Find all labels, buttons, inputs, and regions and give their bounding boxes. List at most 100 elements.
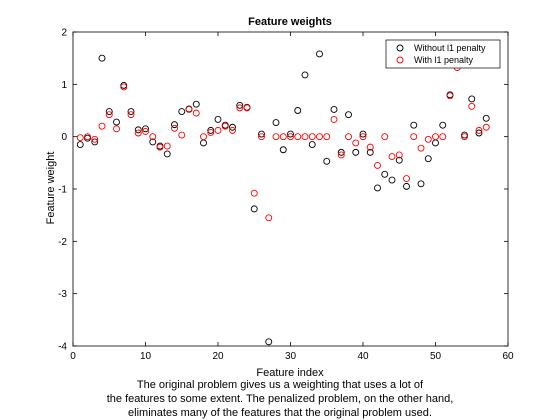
data-point <box>149 133 157 141</box>
data-point <box>105 111 113 119</box>
x-tick-label: 30 <box>285 351 297 362</box>
data-point <box>229 126 236 134</box>
y-tick-label: -1 <box>58 185 67 196</box>
data-point <box>446 92 454 100</box>
data-point <box>279 146 287 154</box>
data-point <box>468 102 476 110</box>
data-point <box>316 133 323 141</box>
data-point <box>345 133 352 141</box>
x-tick-label: 0 <box>70 351 76 362</box>
data-point <box>258 133 265 141</box>
data-point <box>330 106 338 113</box>
data-point <box>142 125 149 133</box>
data-point <box>120 83 128 91</box>
data-point <box>113 118 120 126</box>
legend-marker <box>396 56 404 64</box>
y-tick-label: 1 <box>61 80 67 91</box>
data-point <box>439 133 447 141</box>
data-point <box>301 133 309 141</box>
data-point <box>192 109 200 117</box>
data-point <box>461 133 468 141</box>
data-point <box>127 111 135 119</box>
data-point <box>91 135 99 143</box>
data-point <box>84 133 91 141</box>
data-point <box>308 141 316 148</box>
data-point <box>214 126 222 134</box>
data-point <box>185 106 193 113</box>
data-point <box>482 123 490 131</box>
x-axis-label: Feature index <box>256 367 324 378</box>
data-point <box>410 133 418 141</box>
data-point <box>76 141 84 148</box>
data-point <box>359 130 367 138</box>
data-point <box>214 115 222 123</box>
data-point <box>287 133 294 141</box>
data-point <box>475 126 483 134</box>
data-point <box>432 133 439 141</box>
data-point <box>229 123 236 131</box>
data-point <box>142 127 149 135</box>
data-point <box>388 176 396 184</box>
data-point <box>243 104 251 112</box>
x-tick-label: 50 <box>430 351 442 362</box>
legend-box <box>385 39 501 69</box>
x-tick-label: 60 <box>502 351 514 362</box>
feature-weights-chart: Feature weights 0 10 20 30 40 50 60 -4 -3 -2 -1 0 1 2… <box>45 16 514 378</box>
data-point <box>323 133 331 141</box>
data-point <box>308 133 316 141</box>
data-point <box>91 138 99 146</box>
data-point <box>279 133 287 141</box>
data-point <box>301 71 309 79</box>
data-point <box>178 108 186 115</box>
data-point <box>192 100 200 108</box>
data-point <box>200 133 207 141</box>
y-axis-label: Feature weight <box>45 152 57 225</box>
data-point <box>395 156 403 164</box>
data-point <box>424 135 432 143</box>
data-point <box>149 138 157 146</box>
data-point <box>468 95 476 103</box>
legend-entry: Without l1 penalty <box>414 43 486 53</box>
data-point <box>366 143 374 151</box>
data-point <box>156 143 164 151</box>
data-point <box>272 119 280 126</box>
legend-marker <box>396 44 404 52</box>
data-point <box>403 182 410 190</box>
caption-line: eliminates many of the features that the… <box>128 407 432 419</box>
data-point <box>403 175 410 182</box>
data-point <box>221 122 229 130</box>
data-point <box>113 125 120 133</box>
data-point <box>250 205 258 213</box>
data-point <box>359 133 367 141</box>
data-point <box>417 144 425 152</box>
x-tick-label: 20 <box>212 351 224 362</box>
data-point <box>424 155 432 163</box>
data-point <box>352 139 360 147</box>
data-point <box>316 50 323 58</box>
data-point <box>265 214 273 222</box>
data-point <box>294 107 302 114</box>
y-tick-label: -4 <box>58 342 67 353</box>
axis-ticks: 0 10 20 30 40 50 60 -4 -3 -2 -1 0 1 2 <box>58 28 514 363</box>
data-point <box>200 139 207 147</box>
data-point <box>163 142 171 150</box>
data-point <box>207 129 215 136</box>
x-tick-label: 40 <box>357 351 369 362</box>
legend: Without l1 penalty With l1 penalty <box>385 39 501 69</box>
y-tick-label: -3 <box>58 289 67 300</box>
data-point <box>432 139 439 147</box>
data-point <box>207 126 215 134</box>
y-tick-label: -2 <box>58 237 67 248</box>
data-point <box>76 134 84 142</box>
data-point <box>388 153 396 161</box>
data-point <box>337 148 345 156</box>
data-point <box>98 54 106 62</box>
data-point <box>374 161 381 169</box>
data-point <box>178 131 186 139</box>
legend-entry: With l1 penalty <box>414 55 474 65</box>
data-point <box>171 124 178 132</box>
x-tick-label: 10 <box>140 351 152 362</box>
data-point <box>236 104 244 112</box>
data-point <box>272 133 280 141</box>
data-point <box>105 108 113 115</box>
